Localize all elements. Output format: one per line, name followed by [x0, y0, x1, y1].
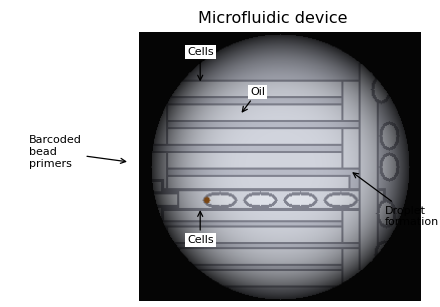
Text: Barcoded
bead
primers: Barcoded bead primers — [29, 135, 126, 169]
Text: Cells: Cells — [187, 47, 213, 80]
Text: Droplet
formation: Droplet formation — [353, 173, 439, 227]
Text: Microfluidic device: Microfluidic device — [198, 11, 348, 26]
Text: Cells: Cells — [187, 212, 213, 245]
Text: Oil: Oil — [242, 87, 265, 112]
